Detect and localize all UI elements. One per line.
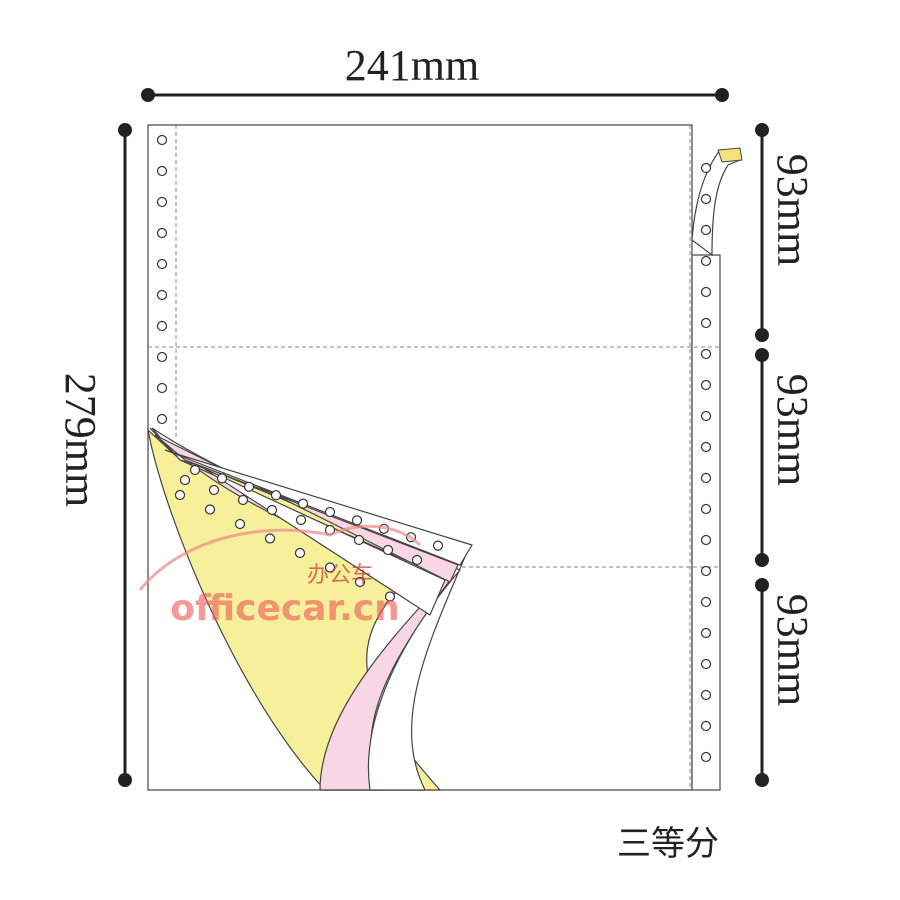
feed-hole (700, 565, 712, 577)
feed-hole (700, 596, 712, 608)
feed-hole (294, 547, 306, 559)
feed-hole (700, 286, 712, 298)
feed-hole (295, 514, 307, 526)
feed-hole (156, 258, 168, 270)
feed-hole (324, 506, 336, 518)
feed-hole (243, 481, 255, 492)
feed-hole (179, 474, 191, 486)
section-label: 93mm (768, 374, 817, 486)
height-label: 279mm (56, 373, 105, 507)
feed-hole (266, 504, 278, 516)
feed-hole (700, 472, 712, 484)
feed-hole (270, 490, 282, 501)
curl (691, 149, 741, 257)
feed-hole (351, 515, 363, 526)
feed-hole (156, 165, 168, 177)
feed-hole (432, 540, 444, 551)
feed-hole (156, 382, 168, 394)
section-lines (755, 123, 769, 787)
feed-hole (700, 503, 712, 515)
feed-hole (382, 544, 394, 556)
feed-hole (411, 554, 423, 566)
feed-hole (264, 533, 276, 544)
feed-hole (354, 576, 366, 588)
dot (715, 88, 729, 102)
feed-hole (700, 441, 712, 453)
dot (118, 123, 132, 137)
dot (118, 773, 132, 787)
dot (755, 123, 769, 137)
feed-hole (156, 289, 168, 301)
feed-hole (156, 227, 168, 239)
section-label: 93mm (768, 594, 817, 706)
watermark-site: officecar.cn (170, 588, 400, 629)
feed-hole (208, 484, 220, 496)
feed-hole (156, 196, 168, 208)
feed-hole (156, 134, 168, 146)
feed-hole (216, 473, 228, 484)
feed-hole (384, 591, 396, 602)
feed-hole (234, 518, 246, 530)
feed-hole (297, 498, 309, 509)
caption: 三等分 (617, 824, 719, 864)
feed-hole (700, 689, 712, 701)
dot (141, 88, 155, 102)
feed-hole (700, 348, 712, 360)
width-label: 241mm (345, 41, 479, 90)
feed-hole (700, 379, 712, 391)
feed-hole (700, 162, 712, 174)
feed-hole (237, 494, 249, 506)
feed-hole (174, 489, 186, 501)
feed-hole (700, 751, 712, 763)
flap (154, 434, 459, 583)
watermark-brand: 办公车 (307, 563, 373, 588)
feed-hole (324, 562, 336, 573)
feed-hole (700, 410, 712, 422)
dot (755, 773, 769, 787)
dot (755, 328, 769, 342)
pink-sheet (149, 427, 451, 791)
dot (755, 553, 769, 567)
feed-hole (156, 320, 168, 332)
feed-hole (700, 534, 712, 546)
feed-hole (700, 317, 712, 329)
feed-hole (156, 413, 168, 425)
feed-hole (700, 224, 712, 236)
watermark-logo (138, 524, 422, 591)
paper-strip (691, 254, 721, 791)
paper (147, 124, 693, 791)
feed-hole (204, 504, 216, 515)
feed-hole (353, 534, 365, 546)
feed-hole (700, 255, 712, 267)
curl (717, 147, 743, 163)
dot (755, 348, 769, 362)
feed-hole (700, 658, 712, 670)
dot (755, 578, 769, 592)
feed-hole (156, 351, 168, 363)
section-label: 93mm (768, 154, 817, 266)
feed-hole (700, 720, 712, 732)
feed-hole (189, 464, 201, 476)
feed-hole (700, 627, 712, 639)
feed-hole (700, 193, 712, 205)
